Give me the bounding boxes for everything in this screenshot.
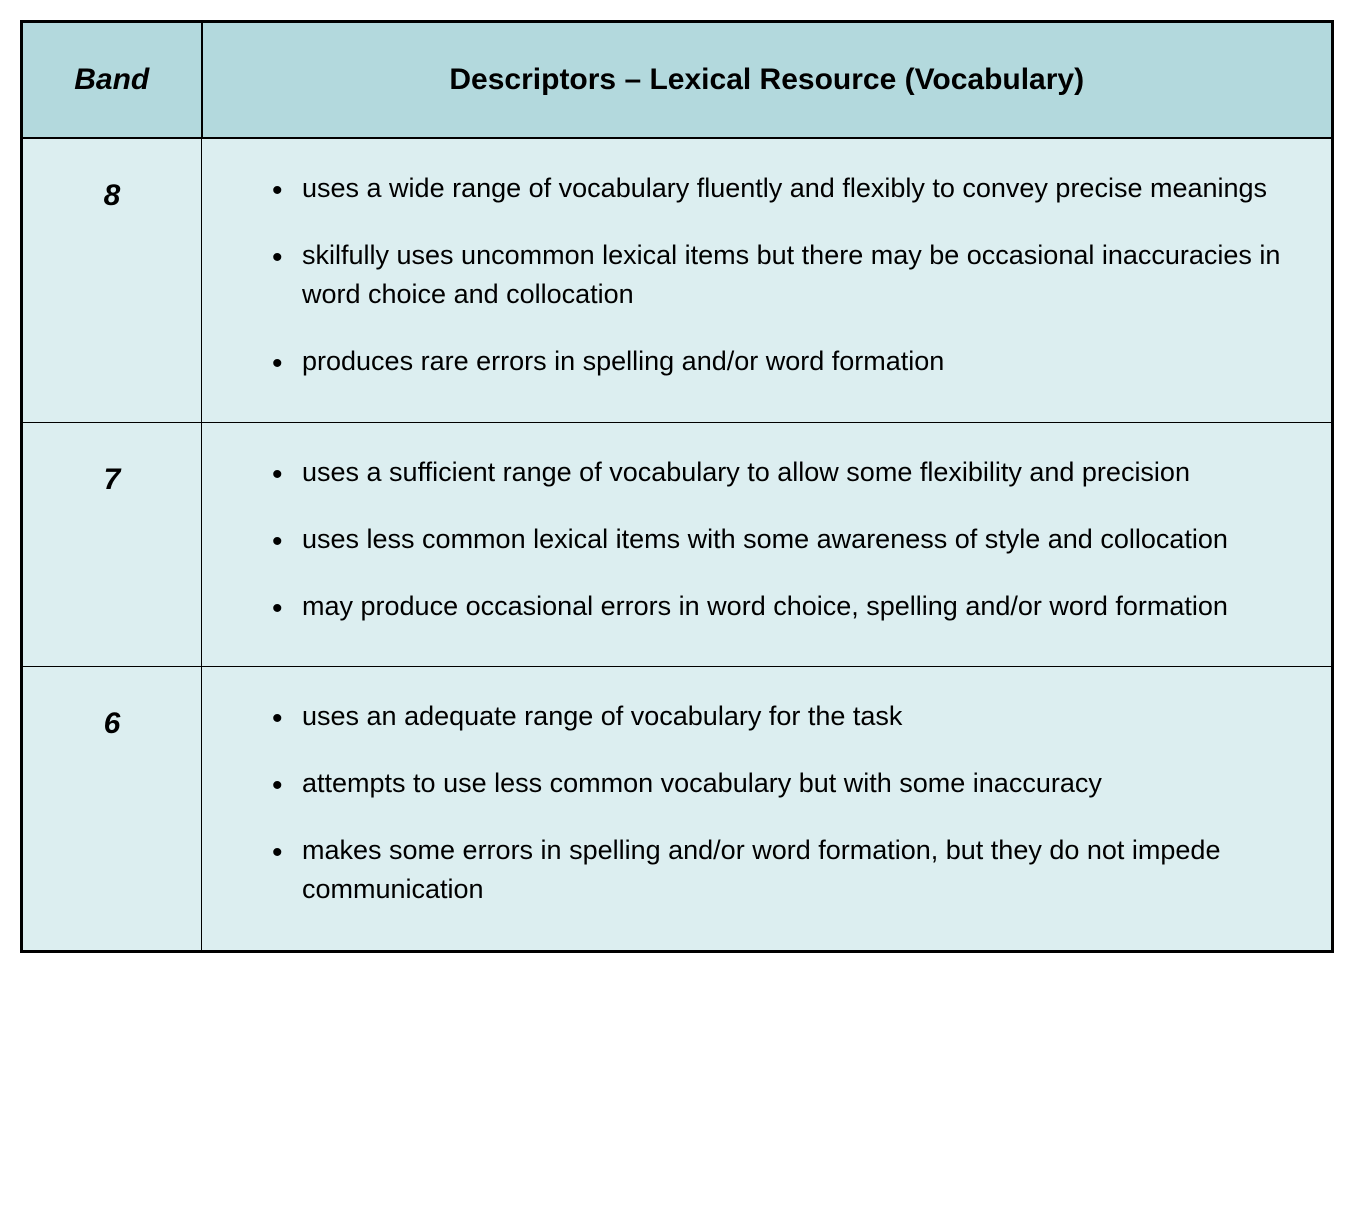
band-column-header: Band xyxy=(22,22,202,139)
descriptors-value: uses an adequate range of vocabulary for… xyxy=(202,666,1333,951)
table-header-row: Band Descriptors – Lexical Resource (Voc… xyxy=(22,22,1333,139)
descriptors-value: uses a wide range of vocabulary fluently… xyxy=(202,138,1333,422)
descriptor-list: uses an adequate range of vocabulary for… xyxy=(222,697,1291,910)
table-row: 7 uses a sufficient range of vocabulary … xyxy=(22,422,1333,666)
descriptor-item: may produce occasional errors in word ch… xyxy=(272,587,1291,626)
band-value: 8 xyxy=(22,138,202,422)
band-value: 6 xyxy=(22,666,202,951)
descriptor-item: produces rare errors in spelling and/or … xyxy=(272,342,1291,381)
band-value: 7 xyxy=(22,422,202,666)
descriptor-item: makes some errors in spelling and/or wor… xyxy=(272,831,1291,909)
descriptor-list: uses a sufficient range of vocabulary to… xyxy=(222,453,1291,626)
descriptor-item: uses less common lexical items with some… xyxy=(272,520,1291,559)
table-row: 6 uses an adequate range of vocabulary f… xyxy=(22,666,1333,951)
table-row: 8 uses a wide range of vocabulary fluent… xyxy=(22,138,1333,422)
descriptor-item: uses a wide range of vocabulary fluently… xyxy=(272,169,1291,208)
descriptor-item: uses a sufficient range of vocabulary to… xyxy=(272,453,1291,492)
descriptor-item: uses an adequate range of vocabulary for… xyxy=(272,697,1291,736)
descriptor-item: skilfully uses uncommon lexical items bu… xyxy=(272,236,1291,314)
descriptor-list: uses a wide range of vocabulary fluently… xyxy=(222,169,1291,382)
rubric-table: Band Descriptors – Lexical Resource (Voc… xyxy=(20,20,1334,953)
descriptors-column-header: Descriptors – Lexical Resource (Vocabula… xyxy=(202,22,1333,139)
descriptor-item: attempts to use less common vocabulary b… xyxy=(272,764,1291,803)
descriptors-value: uses a sufficient range of vocabulary to… xyxy=(202,422,1333,666)
